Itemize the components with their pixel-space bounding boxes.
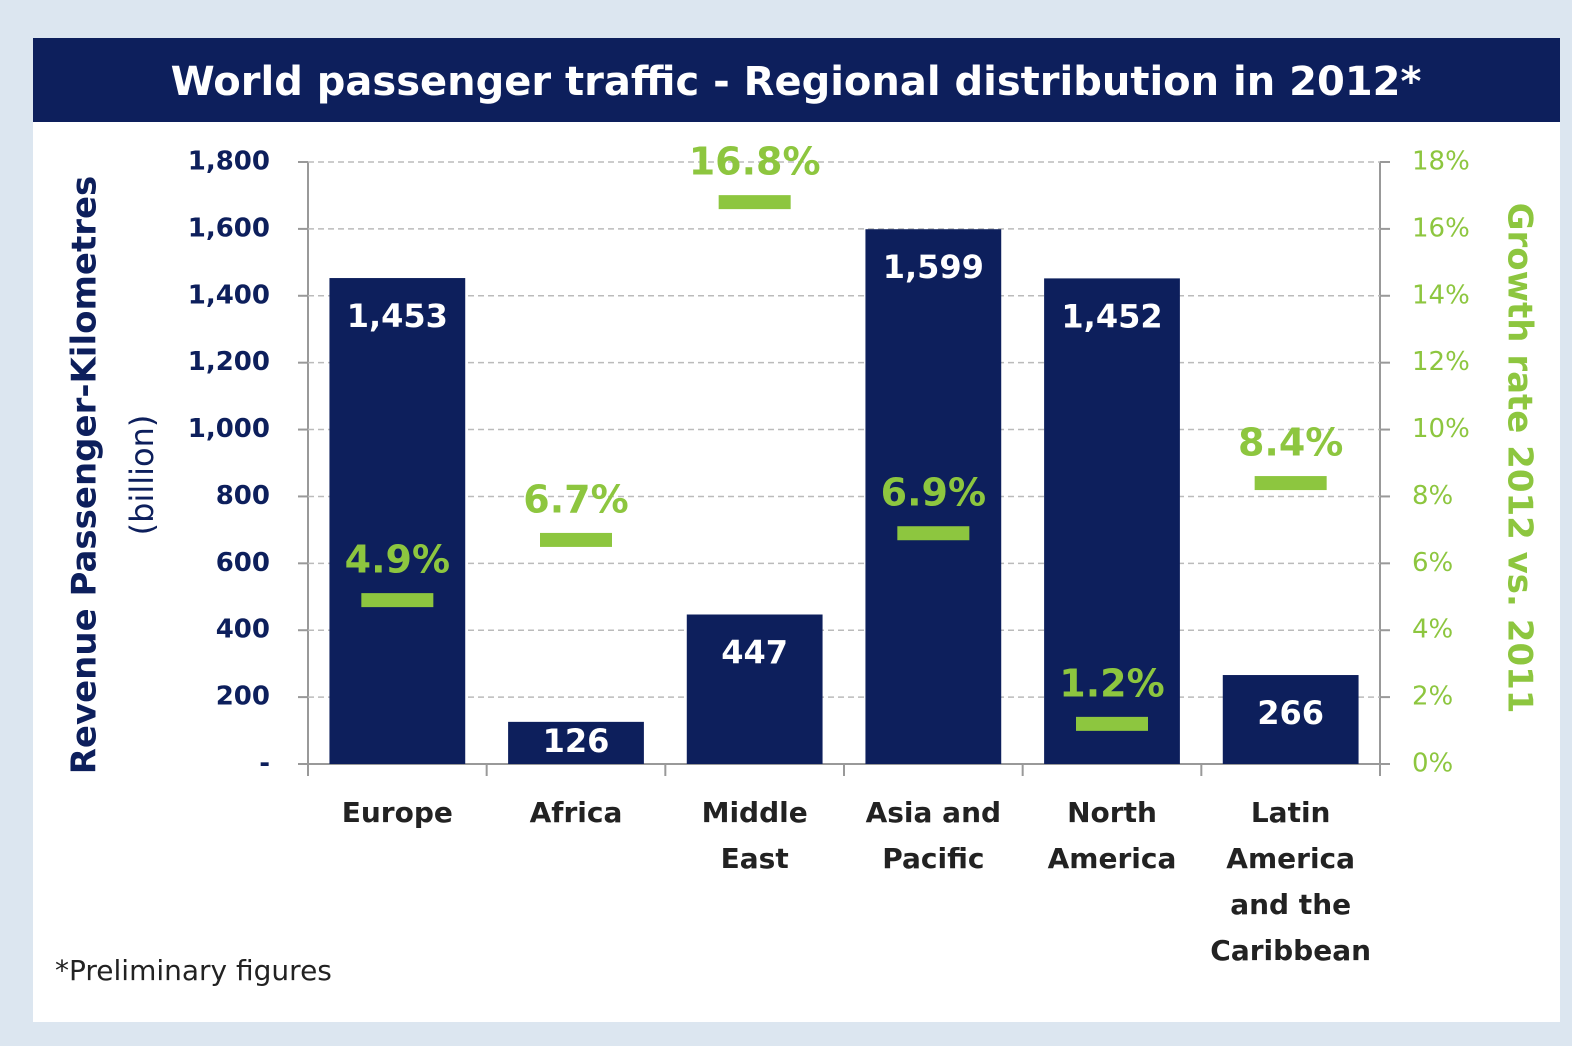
y2-tick-label: 2% [1412, 682, 1453, 712]
y2-tick-label: 4% [1412, 615, 1453, 645]
growth-marker [718, 195, 791, 210]
chart-title: World passenger traffic - Regional distr… [171, 59, 1422, 105]
y-tick-label: 1,400 [188, 280, 270, 310]
y2-tick-label: 6% [1412, 548, 1453, 578]
y2-tick-label: 16% [1412, 213, 1470, 243]
y-tick-label: 1,600 [188, 213, 270, 243]
bar-label: 126 [543, 722, 610, 760]
panel [33, 38, 1560, 1022]
x-tick-label: Middle East [702, 796, 808, 875]
bar-label: 1,599 [883, 248, 984, 286]
y-tick-label: 800 [216, 481, 270, 511]
growth-marker [361, 593, 434, 608]
growth-label: 6.7% [523, 477, 628, 521]
x-tick-label: Latin America and the Caribbean [1210, 796, 1371, 967]
growth-marker [1076, 716, 1148, 731]
x-tick-label: North America [1048, 796, 1177, 875]
y2-tick-label: 18% [1412, 147, 1470, 177]
growth-label: 6.9% [881, 471, 986, 515]
x-tick-label: Africa [530, 796, 623, 829]
bar [865, 229, 1002, 764]
y2-tick-label: 0% [1412, 749, 1453, 779]
y-tick-label: 1,000 [188, 414, 270, 444]
bar [1222, 675, 1359, 764]
y-tick-label: 200 [216, 682, 270, 712]
bar [1044, 278, 1180, 764]
growth-marker [897, 526, 970, 541]
y2-tick-label: 12% [1412, 347, 1470, 377]
y2-axis-label: Growth rate 2012 vs. 2011 [1500, 203, 1540, 714]
y-axis-unit: (billion) [123, 415, 161, 536]
x-tick-label: Europe [342, 796, 453, 829]
bar [508, 721, 644, 764]
bar-label: 1,452 [1061, 297, 1162, 335]
growth-label: 4.9% [345, 538, 450, 582]
x-tick-label: Asia and Pacific [866, 796, 1001, 875]
y-tick-label: 1,800 [188, 147, 270, 177]
growth-label: 8.4% [1238, 421, 1343, 465]
footnote: *Preliminary figures [55, 954, 332, 987]
y-tick-label: - [259, 749, 270, 779]
bar-label: 447 [721, 634, 788, 672]
y-tick-label: 600 [216, 548, 270, 578]
bar [686, 614, 823, 764]
growth-label: 1.2% [1059, 661, 1164, 705]
title-bar [33, 38, 1560, 122]
bar-label: 266 [1257, 694, 1324, 732]
y2-tick-label: 14% [1412, 280, 1470, 310]
y2-tick-label: 8% [1412, 481, 1453, 511]
y-tick-label: 400 [216, 615, 270, 645]
bar-label: 1,453 [347, 297, 448, 335]
bar [329, 278, 466, 764]
y-tick-label: 1,200 [188, 347, 270, 377]
growth-label: 16.8% [689, 140, 821, 184]
growth-marker [1254, 476, 1327, 491]
y2-tick-label: 10% [1412, 414, 1470, 444]
y-axis-label: Revenue Passenger-Kilometres [65, 176, 105, 775]
growth-marker [540, 532, 612, 547]
